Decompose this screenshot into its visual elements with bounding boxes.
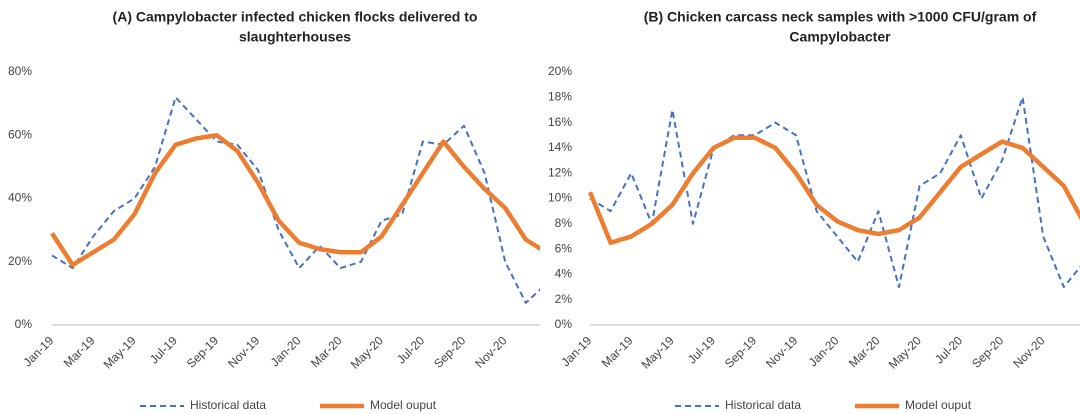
chart-a: (A) Campylobacter infected chicken flock…	[8, 9, 540, 412]
chart-b: (B) Chicken carcass neck samples with >1…	[548, 9, 1080, 412]
x-tick-label: Nov-20	[1010, 333, 1047, 370]
y-tick-label: 18%	[548, 89, 572, 103]
x-tick-label: May-19	[639, 333, 677, 371]
x-tick-label: May-20	[348, 333, 386, 371]
series-line	[589, 96, 1080, 289]
y-tick-label: 8%	[555, 216, 573, 230]
x-tick-label: Sep-19	[722, 333, 759, 370]
y-tick-label: 20%	[8, 254, 32, 268]
y-tick-label: 16%	[548, 115, 572, 129]
y-tick-label: 12%	[548, 165, 572, 179]
x-tick-label: Jan-19	[559, 333, 595, 369]
x-tick-label: Sep-20	[431, 333, 468, 370]
x-tick-label: Mar-20	[846, 333, 883, 370]
y-tick-label: 14%	[548, 140, 572, 154]
y-tick-label: 80%	[8, 64, 32, 78]
x-tick-label: Jan-19	[21, 333, 57, 369]
legend-label: Model ouput	[905, 398, 972, 412]
x-tick-label: Jan-20	[806, 333, 842, 369]
x-tick-label: May-20	[886, 333, 924, 371]
x-tick-label: May-19	[101, 333, 139, 371]
y-tick-label: 6%	[555, 241, 573, 255]
x-tick-label: Mar-20	[308, 333, 345, 370]
y-tick-label: 40%	[8, 191, 32, 205]
x-tick-label: Jul-20	[932, 333, 965, 366]
chart-title: (B) Chicken carcass neck samples with >1…	[644, 9, 1037, 25]
y-tick-label: 10%	[548, 191, 572, 205]
legend-label: Historical data	[190, 398, 266, 412]
x-tick-label: Sep-20	[969, 333, 1006, 370]
y-tick-label: 20%	[548, 64, 572, 78]
y-tick-label: 4%	[555, 267, 573, 281]
x-tick-label: Nov-19	[225, 333, 262, 370]
y-tick-label: 60%	[8, 127, 32, 141]
x-tick-label: Jul-19	[685, 333, 718, 366]
series-line	[51, 96, 540, 304]
x-tick-label: Nov-19	[763, 333, 800, 370]
x-tick-label: Mar-19	[599, 333, 636, 370]
x-tick-label: Jul-19	[147, 333, 180, 366]
series-line	[587, 135, 1080, 246]
legend-label: Model ouput	[370, 398, 437, 412]
x-tick-label: Nov-20	[472, 333, 509, 370]
chart-title: slaughterhouses	[239, 29, 351, 45]
legend-label: Historical data	[725, 398, 801, 412]
x-tick-label: Mar-19	[61, 333, 98, 370]
chart-title: (A) Campylobacter infected chicken flock…	[113, 9, 478, 25]
y-tick-label: 0%	[555, 317, 573, 331]
y-tick-label: 0%	[15, 317, 33, 331]
x-tick-label: Jan-20	[268, 333, 304, 369]
x-tick-label: Jul-20	[394, 333, 427, 366]
x-tick-label: Sep-19	[184, 333, 221, 370]
chart-title: Campylobacter	[789, 29, 891, 45]
y-tick-label: 2%	[555, 292, 573, 306]
series-line	[50, 133, 540, 268]
